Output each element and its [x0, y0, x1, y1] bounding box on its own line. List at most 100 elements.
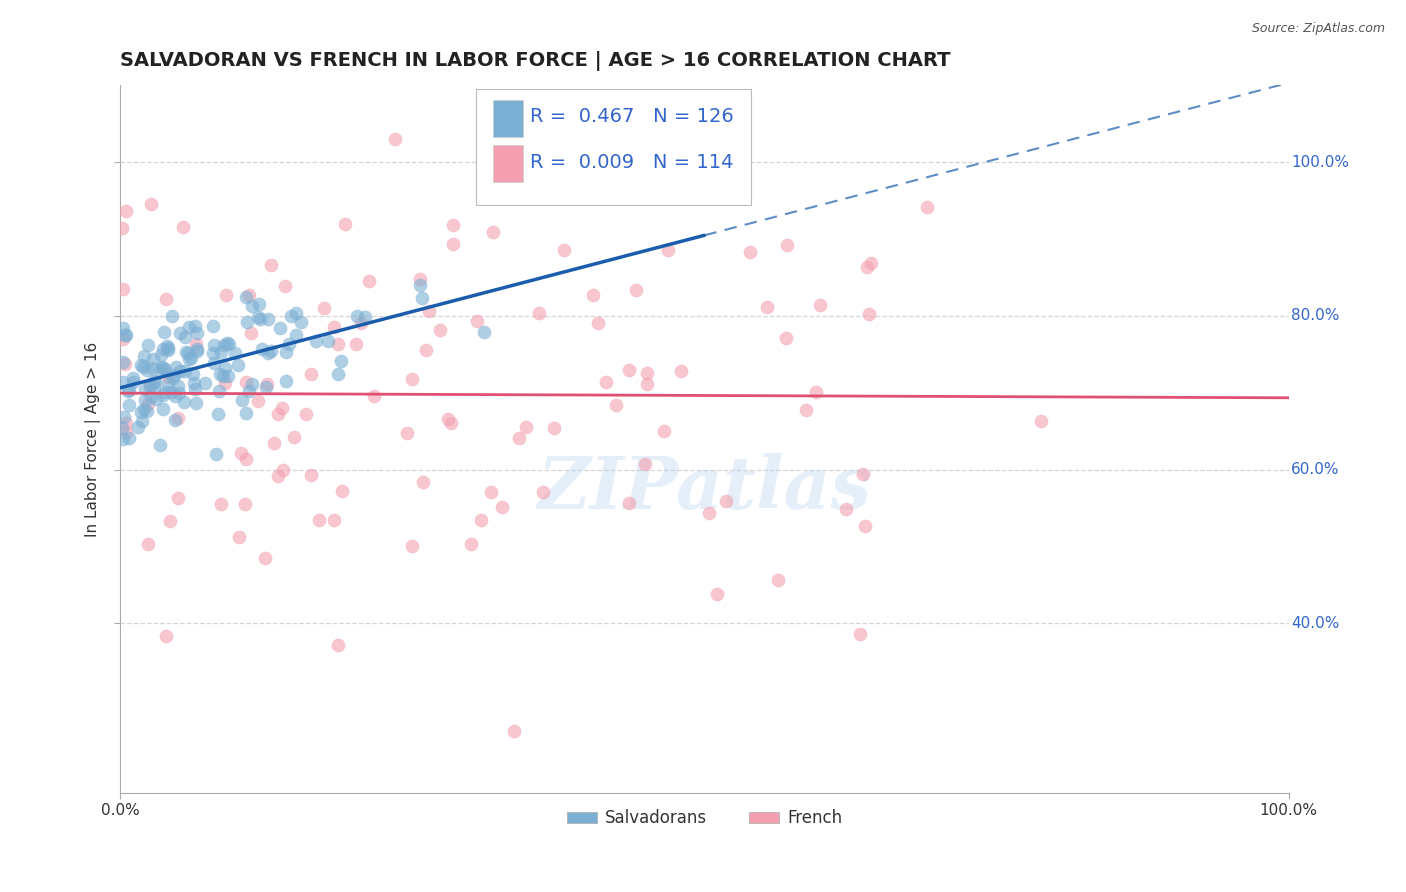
Point: [136, 397, 159, 411]
Point: [354, 310, 377, 324]
Point: [156, 376, 179, 391]
Point: [619, 363, 641, 377]
Point: [586, 316, 609, 330]
Point: [253, 551, 276, 566]
Point: [112, 376, 135, 390]
Point: [136, 537, 159, 551]
Point: [179, 319, 201, 334]
Point: [482, 226, 505, 240]
Point: [202, 318, 225, 333]
Point: [240, 377, 263, 392]
Text: 60.0%: 60.0%: [1291, 462, 1340, 477]
Point: [401, 539, 423, 553]
Text: 100.0%: 100.0%: [1291, 154, 1348, 169]
Point: [152, 343, 174, 357]
Point: [624, 283, 647, 297]
Text: ZIPatlas: ZIPatlas: [537, 453, 872, 524]
Point: [363, 389, 385, 403]
Text: 80.0%: 80.0%: [1291, 309, 1340, 323]
Point: [152, 388, 174, 402]
Point: [118, 398, 141, 412]
Point: [285, 306, 308, 320]
Point: [118, 384, 141, 398]
Point: [186, 343, 208, 358]
Point: [157, 370, 180, 384]
Point: [479, 484, 502, 499]
Point: [143, 380, 166, 394]
Point: [470, 513, 492, 527]
Point: [332, 484, 354, 499]
Point: [157, 343, 180, 357]
Point: [238, 288, 260, 302]
Point: [173, 330, 195, 344]
Point: [714, 494, 737, 508]
Point: [350, 316, 373, 330]
Point: [114, 327, 136, 342]
Point: [859, 256, 882, 270]
Point: [134, 349, 156, 363]
Point: [112, 433, 135, 447]
Point: [111, 332, 134, 346]
Point: [160, 310, 183, 324]
Point: [209, 344, 232, 359]
Point: [181, 367, 204, 381]
Point: [229, 446, 252, 460]
Point: [183, 382, 205, 396]
Point: [595, 375, 617, 389]
Point: [312, 301, 335, 315]
Point: [184, 318, 207, 333]
Point: [177, 352, 200, 367]
Point: [295, 407, 318, 421]
Point: [129, 359, 152, 373]
Point: [174, 364, 197, 378]
Point: [308, 513, 330, 527]
Point: [202, 338, 225, 352]
Point: [396, 425, 419, 440]
Point: [235, 290, 257, 304]
Point: [174, 344, 197, 359]
Point: [440, 416, 463, 430]
Point: [173, 395, 195, 409]
Point: [111, 420, 134, 434]
Point: [472, 325, 495, 339]
Point: [276, 375, 298, 389]
Point: [259, 258, 281, 272]
Point: [184, 337, 207, 351]
Point: [208, 384, 231, 398]
Point: [117, 431, 139, 445]
Point: [335, 217, 357, 231]
Point: [167, 379, 190, 393]
Point: [804, 385, 827, 400]
Point: [269, 321, 291, 335]
Point: [915, 200, 938, 214]
Point: [235, 376, 257, 390]
Point: [235, 452, 257, 467]
Point: [849, 627, 872, 641]
Point: [111, 321, 134, 335]
Point: [619, 496, 641, 510]
Point: [218, 336, 240, 351]
Point: [755, 301, 778, 315]
Point: [228, 529, 250, 543]
Point: [236, 314, 259, 328]
Point: [270, 401, 292, 415]
Point: [429, 323, 451, 337]
Point: [267, 407, 290, 421]
Point: [167, 491, 190, 505]
Point: [249, 312, 271, 326]
Point: [543, 421, 565, 435]
Point: [235, 498, 257, 512]
Point: [143, 374, 166, 388]
Point: [163, 389, 186, 403]
Point: [134, 402, 156, 417]
Point: [322, 513, 344, 527]
Point: [139, 380, 162, 394]
Point: [127, 420, 149, 434]
Point: [235, 406, 257, 420]
Point: [443, 218, 465, 232]
Point: [122, 376, 145, 390]
Point: [162, 370, 184, 384]
Point: [384, 132, 406, 146]
Point: [159, 514, 181, 528]
Point: [163, 413, 186, 427]
